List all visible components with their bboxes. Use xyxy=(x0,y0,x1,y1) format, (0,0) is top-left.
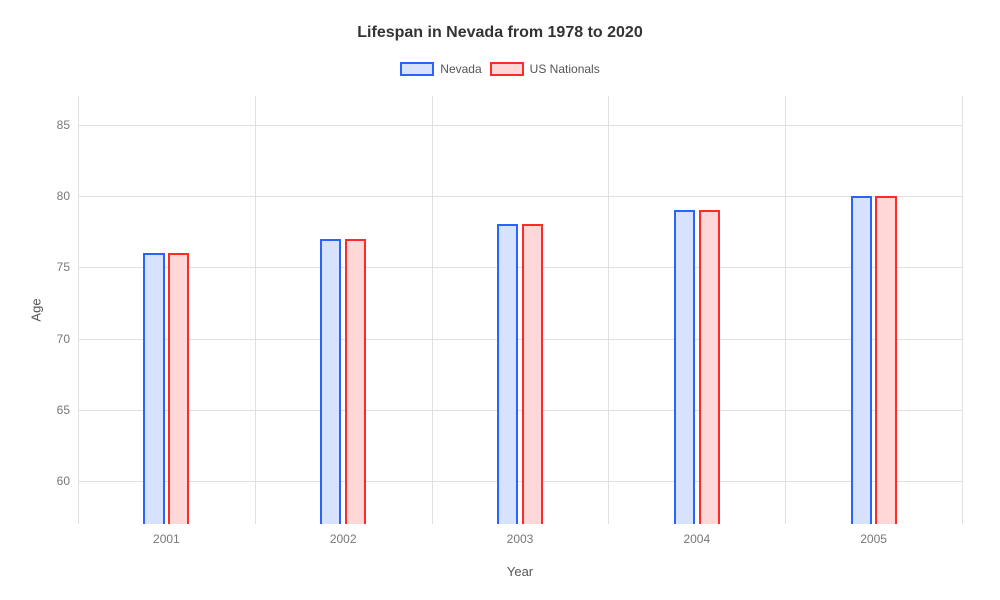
gridline-h xyxy=(78,267,962,268)
bar-nevada xyxy=(674,210,695,524)
plot-area: 60657075808520012002200320042005 xyxy=(78,96,962,524)
gridline-v xyxy=(608,96,609,524)
y-tick-label: 75 xyxy=(57,260,78,274)
x-tick-label: 2005 xyxy=(860,524,887,546)
legend-item-1: US Nationals xyxy=(490,62,600,76)
gridline-v xyxy=(785,96,786,524)
bar-us-nationals xyxy=(699,210,720,524)
gridline-h xyxy=(78,339,962,340)
bar-us-nationals xyxy=(522,224,543,524)
bar-us-nationals xyxy=(875,196,896,524)
chart-container: Lifespan in Nevada from 1978 to 2020 Nev… xyxy=(0,0,1000,600)
y-axis-label: Age xyxy=(29,298,44,321)
x-axis-label: Year xyxy=(507,564,533,579)
legend-label: Nevada xyxy=(440,62,481,76)
gridline-v xyxy=(78,96,79,524)
legend-swatch-icon xyxy=(490,62,524,76)
bar-us-nationals xyxy=(345,239,366,524)
chart-title: Lifespan in Nevada from 1978 to 2020 xyxy=(0,24,1000,42)
gridline-h xyxy=(78,125,962,126)
bar-nevada xyxy=(143,253,164,524)
legend: Nevada US Nationals xyxy=(0,62,1000,76)
x-tick-label: 2001 xyxy=(153,524,180,546)
gridline-v xyxy=(432,96,433,524)
gridline-h xyxy=(78,410,962,411)
y-tick-label: 60 xyxy=(57,474,78,488)
bar-nevada xyxy=(320,239,341,524)
gridline-h xyxy=(78,481,962,482)
x-tick-label: 2004 xyxy=(683,524,710,546)
bar-us-nationals xyxy=(168,253,189,524)
x-tick-label: 2002 xyxy=(330,524,357,546)
y-tick-label: 65 xyxy=(57,403,78,417)
gridline-v xyxy=(255,96,256,524)
y-tick-label: 70 xyxy=(57,332,78,346)
gridline-h xyxy=(78,196,962,197)
x-tick-label: 2003 xyxy=(507,524,534,546)
legend-swatch-icon xyxy=(400,62,434,76)
y-tick-label: 80 xyxy=(57,189,78,203)
legend-item-0: Nevada xyxy=(400,62,481,76)
legend-label: US Nationals xyxy=(530,62,600,76)
gridline-v xyxy=(962,96,963,524)
bar-nevada xyxy=(497,224,518,524)
y-tick-label: 85 xyxy=(57,118,78,132)
bar-nevada xyxy=(851,196,872,524)
